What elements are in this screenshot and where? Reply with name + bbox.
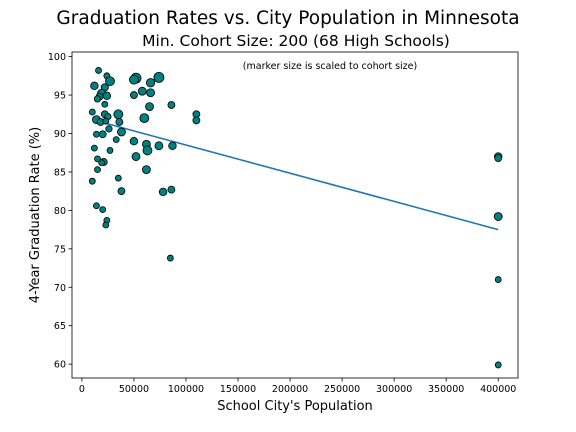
data-point xyxy=(142,145,153,156)
data-point xyxy=(129,136,139,146)
data-point xyxy=(101,100,109,108)
chart-subtitle: Min. Cohort Size: 200 (68 High Schools) xyxy=(142,32,450,50)
x-tick-label: 200000 xyxy=(272,384,308,395)
y-tick-label: 100 xyxy=(48,52,66,63)
data-point xyxy=(90,144,98,152)
data-point xyxy=(139,113,150,124)
data-point xyxy=(105,76,115,87)
data-point xyxy=(102,117,110,125)
data-point xyxy=(94,166,101,174)
data-point xyxy=(129,74,139,85)
data-point xyxy=(93,130,100,138)
x-tick-label: 250000 xyxy=(324,384,360,395)
y-tick-label: 95 xyxy=(54,91,66,102)
y-tick-label: 75 xyxy=(54,244,66,255)
y-tick-label: 65 xyxy=(54,321,66,332)
data-point xyxy=(167,185,176,194)
data-point xyxy=(494,276,502,283)
data-point xyxy=(113,109,124,120)
x-tick-label: 350000 xyxy=(428,384,464,395)
data-point xyxy=(130,91,138,99)
x-tick-label: 100000 xyxy=(168,384,204,395)
data-point xyxy=(158,187,168,197)
x-axis-label: School City's Population xyxy=(217,399,373,414)
data-point xyxy=(153,71,165,83)
y-axis-label: 4-Year Graduation Rate (%) xyxy=(28,127,43,303)
data-point xyxy=(90,81,99,91)
y-tick-label: 90 xyxy=(54,129,66,140)
y-axis: 60 65 70 75 80 85 90 95 100 xyxy=(48,52,72,371)
data-point xyxy=(166,254,174,262)
data-point xyxy=(142,165,151,175)
data-point xyxy=(112,136,120,144)
x-tick-label: 400000 xyxy=(480,384,516,395)
x-axis: 0 50000 100000 150000 200000 250000 300000 3500… xyxy=(79,378,516,395)
data-point xyxy=(88,108,96,116)
x-tick-label: 150000 xyxy=(220,384,256,395)
chart-title: Graduation Rates vs. City Population in … xyxy=(56,8,519,29)
data-point xyxy=(117,187,126,196)
data-point xyxy=(102,91,112,101)
data-point xyxy=(98,130,107,139)
data-point xyxy=(94,155,101,163)
data-point xyxy=(192,116,201,125)
data-point xyxy=(102,221,110,229)
x-tick-label: 50000 xyxy=(119,384,149,395)
data-point xyxy=(168,141,177,151)
plot-area xyxy=(71,51,519,379)
y-tick-label: 80 xyxy=(54,206,66,217)
data-point xyxy=(114,174,122,182)
x-tick-label: 300000 xyxy=(376,384,412,395)
trend-line xyxy=(92,118,499,231)
data-point xyxy=(494,154,503,163)
data-point xyxy=(95,67,102,74)
data-point xyxy=(117,127,126,137)
data-point xyxy=(98,159,106,167)
data-point xyxy=(146,88,155,98)
data-points xyxy=(88,67,503,369)
data-point xyxy=(93,95,102,103)
data-point xyxy=(145,102,154,111)
data-point xyxy=(99,206,107,214)
data-point xyxy=(494,361,502,369)
data-point xyxy=(167,101,176,109)
data-point xyxy=(88,177,96,185)
y-tick-label: 85 xyxy=(54,167,66,178)
y-tick-label: 60 xyxy=(54,360,66,371)
data-point xyxy=(131,152,141,161)
data-point xyxy=(154,141,164,151)
data-point xyxy=(115,118,124,126)
data-point xyxy=(105,125,113,133)
y-tick-label: 70 xyxy=(54,283,66,294)
chart-annotation: (marker size is scaled to cohort size) xyxy=(243,61,417,72)
data-point xyxy=(93,202,100,210)
data-point xyxy=(493,212,503,221)
data-point xyxy=(145,78,156,88)
x-tick-label: 0 xyxy=(79,384,85,395)
data-point xyxy=(137,86,147,96)
data-point xyxy=(106,147,114,154)
